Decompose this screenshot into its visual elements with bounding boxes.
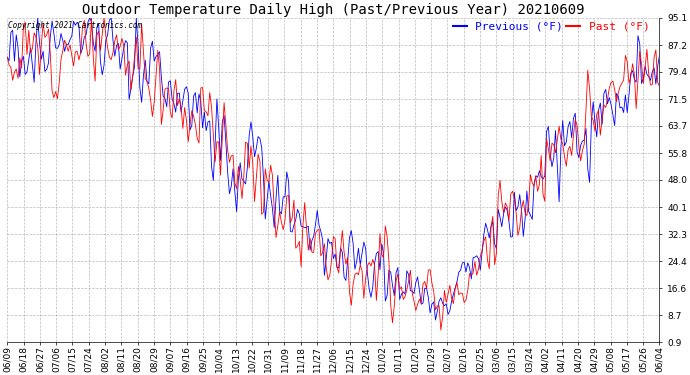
Text: Copyright 2021 Cartronics.com: Copyright 2021 Cartronics.com xyxy=(8,21,142,30)
Legend: Previous (°F), Past (°F): Previous (°F), Past (°F) xyxy=(448,17,654,36)
Title: Outdoor Temperature Daily High (Past/Previous Year) 20210609: Outdoor Temperature Daily High (Past/Pre… xyxy=(82,3,584,17)
